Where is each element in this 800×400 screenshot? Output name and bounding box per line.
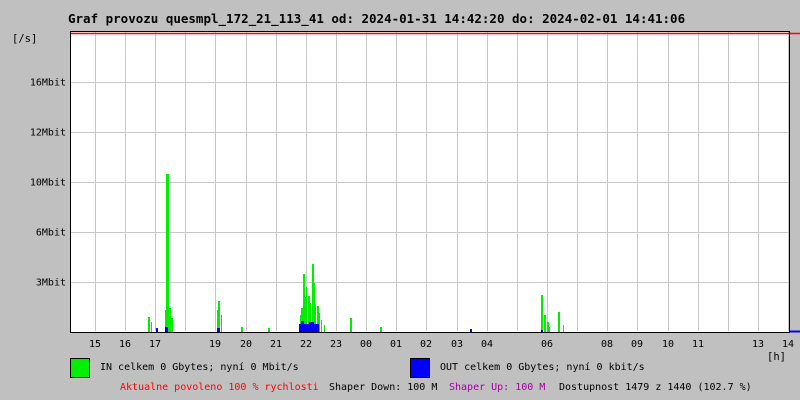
in-traffic-spike	[563, 325, 564, 332]
legend-out-swatch	[410, 358, 430, 378]
in-traffic-spike	[301, 308, 303, 332]
plot-border	[70, 31, 790, 333]
y-tick-label: 6Mbit	[36, 228, 66, 239]
in-traffic-spike	[217, 310, 218, 332]
in-traffic-spike	[169, 308, 171, 332]
in-traffic-spike	[241, 327, 243, 332]
hour-tick-label: 14	[782, 339, 794, 350]
out-traffic-spike	[165, 327, 168, 332]
hour-tick-label: 19	[209, 339, 221, 350]
out-traffic-spike	[156, 328, 158, 332]
in-traffic-spike	[317, 306, 319, 332]
in-traffic-spike	[558, 312, 560, 332]
y-tick-label: 3Mbit	[36, 278, 66, 289]
legend-in-label: IN celkem 0 Gbytes; nyní 0 Mbit/s	[100, 362, 299, 373]
plot-area	[70, 31, 790, 332]
hour-tick-label: 23	[330, 339, 342, 350]
in-traffic-spike	[166, 174, 169, 332]
hour-tick-label: 03	[451, 339, 463, 350]
y-tick-label: 10Mbit	[30, 178, 66, 189]
hour-tick-label: 13	[752, 339, 764, 350]
in-traffic-spike	[305, 297, 306, 332]
in-traffic-spike	[148, 317, 150, 332]
hour-tick-label: 17	[149, 339, 161, 350]
graph-title: Graf provozu quesmpl_172_21_113_41 od: 2…	[68, 11, 686, 26]
hour-tick-label: 09	[631, 339, 643, 350]
hour-tick-label: 04	[481, 339, 493, 350]
hour-tick-label: 20	[240, 339, 252, 350]
in-traffic-spike	[268, 328, 270, 332]
y-axis-unit-label: [/s]	[12, 33, 38, 45]
out-traffic-spike	[301, 321, 304, 332]
in-traffic-spike	[312, 264, 314, 332]
hour-tick-label: 01	[390, 339, 402, 350]
legend-out-label: OUT celkem 0 Gbytes; nyní 0 kbit/s	[440, 362, 645, 373]
x-axis-unit-label: [h]	[767, 351, 786, 363]
y-tick-label: 12Mbit	[30, 128, 66, 139]
in-traffic-spike	[218, 301, 220, 332]
in-traffic-spike	[171, 318, 173, 332]
y-tick-label: 16Mbit	[30, 78, 66, 89]
hour-tick-label: 10	[662, 339, 674, 350]
hour-tick-label: 16	[119, 339, 131, 350]
in-traffic-spike	[350, 318, 352, 332]
allowed-speed-text: Aktualne povoleno 100 % rychlosti	[120, 382, 319, 393]
in-traffic-spike	[321, 320, 322, 332]
in-traffic-spike	[319, 313, 320, 332]
in-traffic-spike	[306, 287, 307, 332]
out-traffic-spike	[470, 329, 472, 332]
in-traffic-spike	[549, 327, 550, 332]
shaper-up-text: Shaper Up: 100 M	[449, 382, 546, 393]
availability-text: Dostupnost 1479 z 1440 (102.7 %)	[559, 382, 752, 393]
in-traffic-spike	[315, 304, 316, 332]
hour-tick-label: 00	[360, 339, 372, 350]
in-traffic-spike	[221, 315, 222, 332]
hour-tick-label: 22	[300, 339, 312, 350]
in-traffic-spike	[324, 325, 325, 332]
in-traffic-spike	[314, 283, 315, 332]
hour-tick-label: 02	[420, 339, 432, 350]
hour-tick-label: 21	[270, 339, 282, 350]
hour-tick-label: 11	[692, 339, 704, 350]
out-traffic-spike	[541, 330, 543, 332]
in-traffic-spike	[541, 295, 543, 332]
in-traffic-spike	[544, 315, 546, 332]
hour-tick-label: 15	[89, 339, 101, 350]
in-traffic-spike	[300, 315, 301, 332]
out-traffic-spike	[309, 322, 314, 332]
legend-in-swatch	[70, 358, 90, 378]
in-traffic-spike	[308, 296, 310, 332]
hour-tick-label: 08	[601, 339, 613, 350]
in-traffic-spike	[303, 274, 305, 332]
in-traffic-spike	[380, 327, 382, 332]
out-traffic-spike	[217, 328, 220, 332]
in-traffic-spike	[547, 322, 549, 332]
in-traffic-spike	[310, 303, 311, 332]
hour-tick-label: 06	[541, 339, 553, 350]
shaper-down-text: Shaper Down: 100 M	[329, 382, 438, 393]
in-traffic-spike	[165, 310, 166, 332]
in-traffic-spike	[151, 322, 152, 332]
